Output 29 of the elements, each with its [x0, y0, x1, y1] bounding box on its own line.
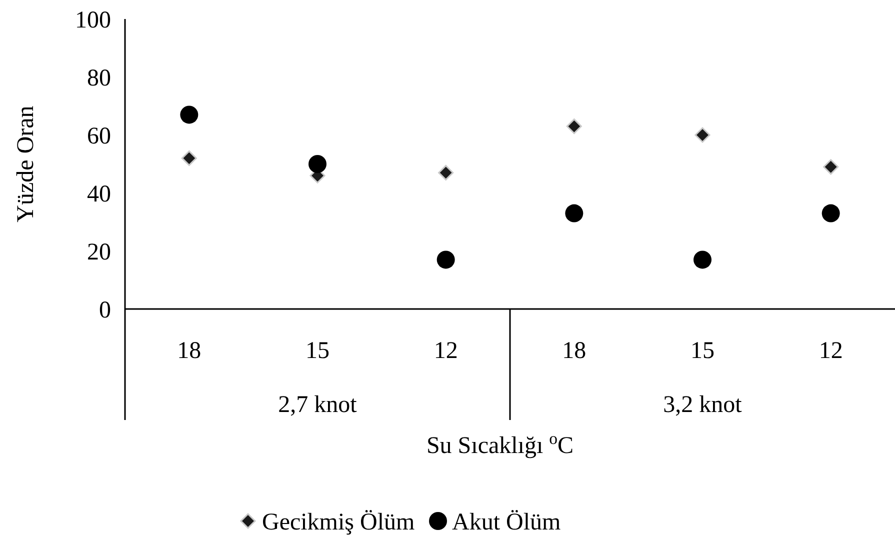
x-tick-label: 18	[177, 338, 202, 364]
point	[565, 204, 584, 222]
point	[823, 159, 839, 175]
x-tick-label: 15	[306, 338, 330, 364]
x-axis-title: Su Sıcaklığı $^{o}$C	[426, 428, 574, 459]
y-tick-label: 100	[75, 7, 111, 34]
y-tick-label: 0	[99, 297, 111, 324]
y-tick-label: 40	[87, 181, 111, 208]
x-tick-label: 15	[690, 338, 714, 364]
legend-label: Akut Ölüm	[452, 509, 561, 536]
point	[694, 250, 712, 269]
legend-label: Gecikmiş Ölüm	[262, 509, 415, 536]
x-tick-label: 18	[562, 338, 586, 364]
point	[180, 106, 198, 124]
x-tick-label: 12	[434, 338, 458, 364]
y-axis-title: Yüzde Oran	[13, 106, 39, 222]
point	[181, 150, 197, 166]
point	[822, 204, 840, 222]
text: 3,2 knot	[663, 392, 742, 418]
point	[438, 164, 454, 180]
point	[436, 250, 455, 269]
point	[694, 127, 710, 143]
y-tick-label: 60	[87, 123, 111, 150]
y-tick-label: 20	[87, 239, 111, 266]
point	[308, 155, 326, 173]
point	[566, 118, 582, 134]
x-tick-label: 12	[818, 338, 843, 364]
text: 2,7 knot	[278, 392, 358, 418]
y-tick-label: 80	[87, 65, 111, 92]
